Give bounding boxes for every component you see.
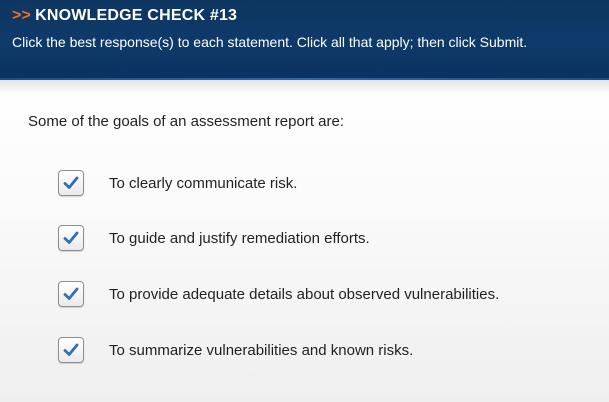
- header-divider: [0, 78, 609, 80]
- checkmark-icon: [63, 176, 79, 189]
- option-label-1: To clearly communicate risk.: [109, 175, 298, 192]
- content-area: [0, 80, 609, 402]
- option-3[interactable]: To provide adequate details about observ…: [58, 281, 558, 309]
- checkbox-1[interactable]: [58, 170, 84, 196]
- option-4[interactable]: To summarize vulnerabilities and known r…: [58, 337, 558, 365]
- option-1[interactable]: To clearly communicate risk.: [58, 170, 558, 198]
- checkbox-2[interactable]: [58, 225, 84, 251]
- checkmark-icon: [63, 231, 79, 244]
- header-bar: >> KNOWLEDGE CHECK #13 Click the best res…: [0, 0, 609, 78]
- title-text: KNOWLEDGE CHECK #13: [35, 7, 238, 24]
- question-text: Some of the goals of an assessment repor…: [28, 113, 345, 130]
- checkmark-icon: [63, 343, 79, 356]
- checkbox-4[interactable]: [58, 337, 84, 363]
- option-label-3: To provide adequate details about observ…: [109, 286, 500, 303]
- checkbox-3[interactable]: [58, 281, 84, 307]
- instructions-text: Click the best response(s) to each state…: [12, 34, 528, 50]
- option-label-2: To guide and justify remediation efforts…: [109, 230, 370, 247]
- page-title: >> KNOWLEDGE CHECK #13: [12, 7, 237, 25]
- option-2[interactable]: To guide and justify remediation efforts…: [58, 225, 558, 253]
- header-shadow: [0, 80, 609, 94]
- option-label-4: To summarize vulnerabilities and known r…: [109, 342, 414, 359]
- title-arrows: >>: [12, 7, 32, 24]
- checkmark-icon: [63, 287, 79, 300]
